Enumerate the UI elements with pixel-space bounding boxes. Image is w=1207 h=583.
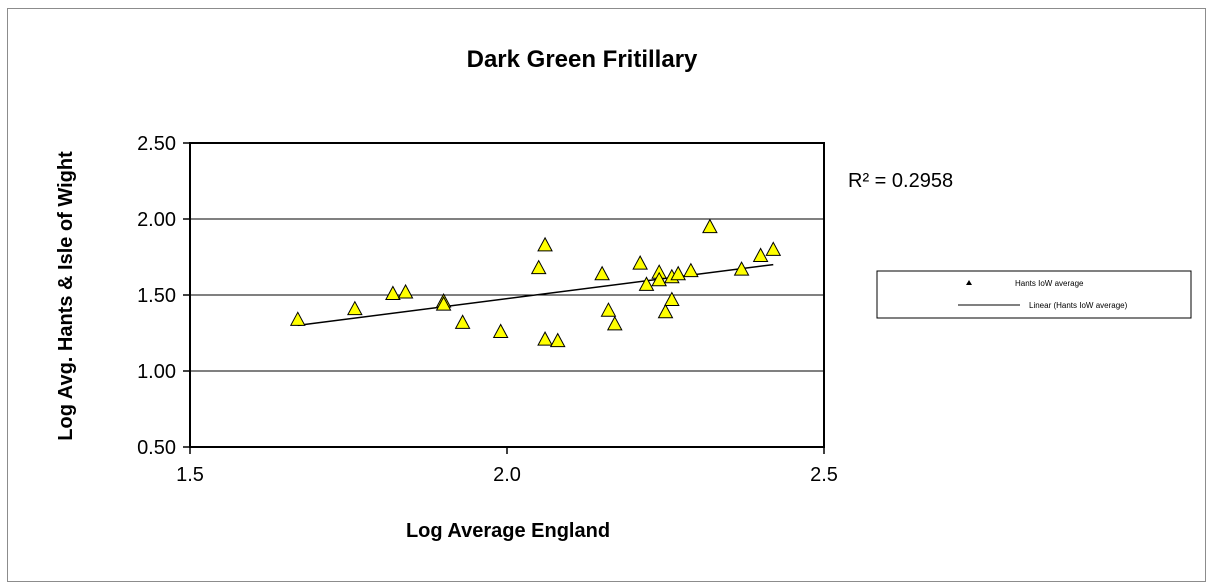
chart-title: Dark Green Fritillary: [467, 46, 698, 73]
data-point: [435, 296, 452, 311]
data-point: [664, 291, 680, 307]
data-point: [549, 332, 566, 348]
data-point: [632, 255, 648, 270]
legend-marker-triangle: [966, 280, 972, 285]
legend-series-label: Hants IoW average: [1015, 279, 1084, 288]
x-tick-label: 1.5: [176, 464, 204, 486]
x-tick-label: 2.5: [810, 464, 838, 486]
data-point: [670, 265, 687, 281]
data-point: [657, 303, 674, 319]
data-point: [454, 314, 471, 329]
data-point: [683, 262, 699, 278]
data-point: [537, 331, 553, 346]
grid-lines: [190, 218, 824, 372]
y-tick-label: 1.00: [137, 361, 176, 383]
y-axis-title: Log Avg. Hants & Isle of Wight: [55, 151, 77, 441]
data-points: [289, 218, 782, 348]
data-point: [530, 259, 547, 275]
data-point: [537, 236, 553, 252]
x-axis-title: Log Average England: [406, 520, 610, 542]
r-squared-label: R² = 0.2958: [848, 170, 953, 192]
data-point: [651, 271, 667, 287]
data-point: [765, 241, 782, 256]
data-point: [594, 265, 610, 281]
data-point: [397, 283, 414, 299]
legend-trendline-label: Linear (Hants IoW average): [1029, 301, 1128, 310]
data-point: [289, 311, 306, 326]
legend: Hants IoW average Linear (Hants IoW aver…: [876, 270, 1192, 319]
y-tick-label: 2.00: [137, 209, 176, 231]
data-point: [638, 276, 655, 291]
data-point: [600, 302, 617, 317]
data-point: [492, 323, 509, 338]
y-tick-label: 2.50: [137, 133, 176, 155]
x-tick-label: 2.0: [493, 464, 521, 486]
y-tick-label: 0.50: [137, 437, 176, 459]
axis-ticks: 0.50 1.00 1.50 2.00 2.50 1.5 2.0 2.5: [137, 133, 838, 486]
legend-box: [876, 270, 1192, 319]
data-point: [385, 285, 401, 300]
data-point: [752, 247, 769, 262]
data-point: [733, 261, 750, 276]
data-point: [606, 315, 623, 331]
data-point: [702, 218, 718, 234]
data-point: [347, 300, 363, 316]
y-tick-label: 1.50: [137, 285, 176, 307]
